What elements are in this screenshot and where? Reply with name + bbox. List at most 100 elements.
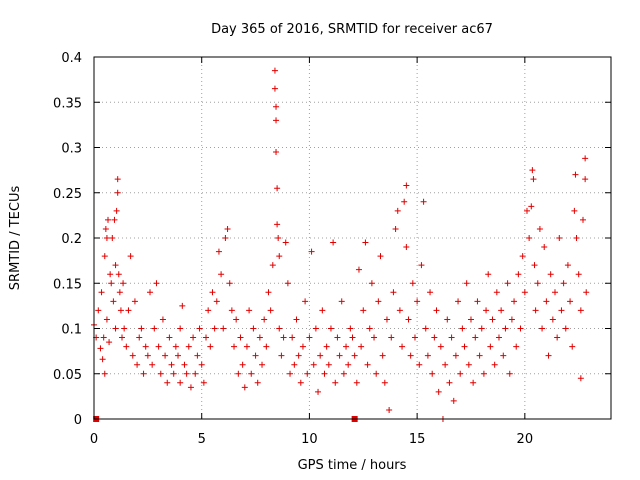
data-point xyxy=(355,266,362,273)
data-point xyxy=(211,325,218,332)
data-point xyxy=(323,343,330,350)
data-point xyxy=(250,325,257,332)
data-point xyxy=(530,176,537,183)
data-point xyxy=(121,325,128,332)
data-point xyxy=(551,289,558,296)
data-point xyxy=(487,343,494,350)
data-point xyxy=(237,334,244,341)
data-point xyxy=(102,225,109,232)
data-point xyxy=(334,334,341,341)
data-point xyxy=(110,298,117,305)
data-point xyxy=(362,239,369,246)
data-point xyxy=(149,361,156,368)
data-point xyxy=(246,307,253,314)
y-tick-label: 0.1 xyxy=(61,323,82,338)
data-point xyxy=(327,325,334,332)
data-point xyxy=(444,316,451,323)
data-point xyxy=(422,325,429,332)
data-point xyxy=(506,370,513,377)
data-point xyxy=(556,235,563,241)
data-point xyxy=(95,307,102,314)
data-point xyxy=(295,352,302,359)
y-tick-label: 0.05 xyxy=(53,368,82,383)
data-point xyxy=(476,352,483,359)
data-point xyxy=(478,325,485,332)
data-point xyxy=(528,203,535,210)
data-point xyxy=(539,325,546,332)
data-point xyxy=(349,334,356,341)
data-point xyxy=(142,343,149,350)
data-point xyxy=(461,343,468,350)
data-point xyxy=(364,361,371,368)
data-point xyxy=(215,248,222,255)
data-point xyxy=(582,155,589,162)
data-point xyxy=(437,343,444,350)
data-point xyxy=(185,343,192,350)
data-point xyxy=(207,343,214,350)
data-point xyxy=(420,198,427,205)
data-point xyxy=(347,325,354,332)
data-point xyxy=(155,343,162,350)
data-point xyxy=(274,221,281,228)
data-point xyxy=(252,352,259,359)
data-point xyxy=(379,352,386,359)
data-point xyxy=(317,352,324,359)
chart-title: Day 365 of 2016, SRMTID for receiver ac6… xyxy=(211,22,493,37)
data-point xyxy=(366,325,373,332)
data-point xyxy=(304,370,311,377)
data-point xyxy=(429,370,436,377)
data-point xyxy=(235,370,242,377)
data-point xyxy=(274,185,281,192)
data-point xyxy=(101,370,108,377)
data-point xyxy=(562,325,569,332)
data-point xyxy=(375,298,382,305)
data-point xyxy=(407,352,414,359)
data-point xyxy=(153,280,160,287)
data-point xyxy=(196,325,203,332)
data-point xyxy=(302,298,309,305)
data-point xyxy=(332,379,339,386)
grid-lines xyxy=(94,57,611,419)
data-point xyxy=(271,85,278,92)
data-point xyxy=(194,352,201,359)
data-point xyxy=(536,225,543,232)
data-point xyxy=(218,271,225,278)
data-point xyxy=(103,316,110,323)
data-point xyxy=(113,207,120,214)
data-point xyxy=(388,334,395,341)
data-point xyxy=(190,334,197,341)
data-point xyxy=(569,343,576,350)
data-point xyxy=(442,361,449,368)
data-point xyxy=(114,189,121,196)
data-point xyxy=(519,253,526,260)
data-point xyxy=(228,307,235,314)
data-point xyxy=(275,235,282,241)
y-tick-labels: 0 0.05 0.1 0.15 0.2 0.25 0.3 0.35 0.4 xyxy=(53,51,82,428)
data-point xyxy=(254,379,261,386)
data-point xyxy=(312,325,319,332)
data-point xyxy=(192,370,199,377)
data-point xyxy=(241,384,248,391)
data-point xyxy=(403,182,410,189)
data-point xyxy=(209,289,216,296)
data-point xyxy=(500,352,507,359)
data-point xyxy=(394,207,401,214)
data-point xyxy=(166,334,173,341)
data-point xyxy=(220,325,227,332)
data-point xyxy=(187,384,194,391)
data-point xyxy=(131,298,138,305)
data-point xyxy=(243,343,250,350)
data-point xyxy=(377,253,384,260)
data-point xyxy=(472,334,479,341)
data-point xyxy=(151,325,158,332)
data-point xyxy=(168,361,175,368)
x-tick-label: 5 xyxy=(198,432,206,447)
data-point xyxy=(123,343,130,350)
data-point xyxy=(450,397,457,404)
data-point xyxy=(577,307,584,314)
data-point xyxy=(263,343,270,350)
data-point xyxy=(256,334,263,341)
data-point xyxy=(532,307,539,314)
data-point xyxy=(248,370,255,377)
data-point xyxy=(463,280,470,287)
